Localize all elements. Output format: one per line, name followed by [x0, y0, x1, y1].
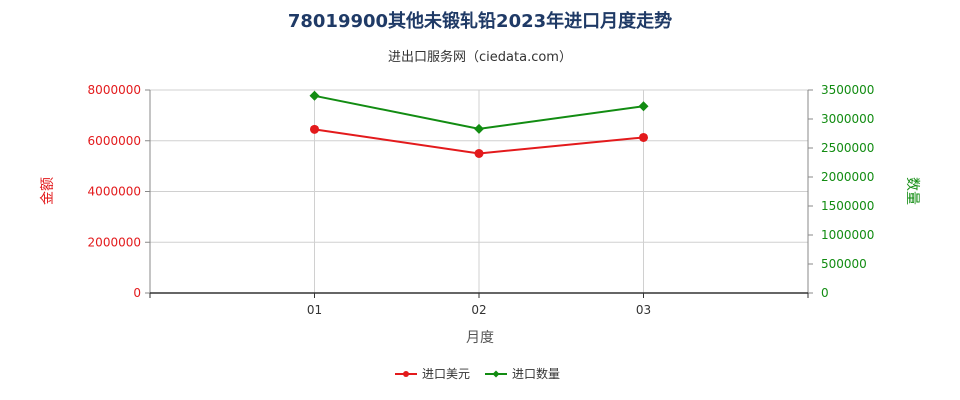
legend-marker: [492, 370, 500, 378]
chart-title: 78019900其他未锻轧铅2023年进口月度走势: [288, 10, 672, 32]
legend-label: 进口美元: [422, 367, 470, 381]
right-axis-ticks: 0 500000 1000000 1500000 2000000 2500000 30000…: [808, 83, 874, 300]
right-tick-label: 3500000: [821, 83, 874, 97]
left-tick-label: 8000000: [88, 83, 141, 97]
data-point: [309, 90, 320, 101]
legend: 进口美元 进口数量: [395, 366, 560, 381]
data-point: [638, 101, 649, 112]
left-tick-label: 2000000: [88, 235, 141, 249]
right-tick-label: 1000000: [821, 228, 874, 242]
left-axis-ticks: 0 2000000 4000000 6000000 8000000: [88, 83, 150, 300]
right-tick-label: 2500000: [821, 141, 874, 155]
x-axis-title: 月度: [466, 330, 494, 346]
right-axis-title: 数量: [904, 177, 920, 205]
left-tick-label: 0: [133, 286, 141, 300]
right-tick-label: 500000: [821, 257, 867, 271]
x-axis-ticks: 01 02 03: [149, 293, 809, 317]
chart-subtitle: 进出口服务网（ciedata.com）: [388, 49, 572, 65]
right-tick-label: 0: [821, 286, 829, 300]
right-tick-label: 2000000: [821, 170, 874, 184]
left-tick-label: 4000000: [88, 185, 141, 199]
right-tick-label: 3000000: [821, 112, 874, 126]
legend-marker: [403, 371, 409, 377]
data-point: [310, 124, 319, 134]
legend-label: 进口数量: [512, 366, 560, 381]
grid: [150, 89, 808, 294]
left-tick-label: 6000000: [88, 134, 141, 148]
x-tick-label: 01: [307, 303, 322, 317]
x-tick-label: 02: [471, 303, 486, 317]
data-point: [474, 123, 484, 134]
data-point: [474, 148, 484, 158]
series-layer: [309, 90, 649, 158]
x-tick-label: 03: [636, 303, 651, 317]
left-axis-title: 金额: [40, 177, 56, 205]
data-point: [639, 132, 648, 142]
right-tick-label: 1500000: [821, 199, 874, 213]
